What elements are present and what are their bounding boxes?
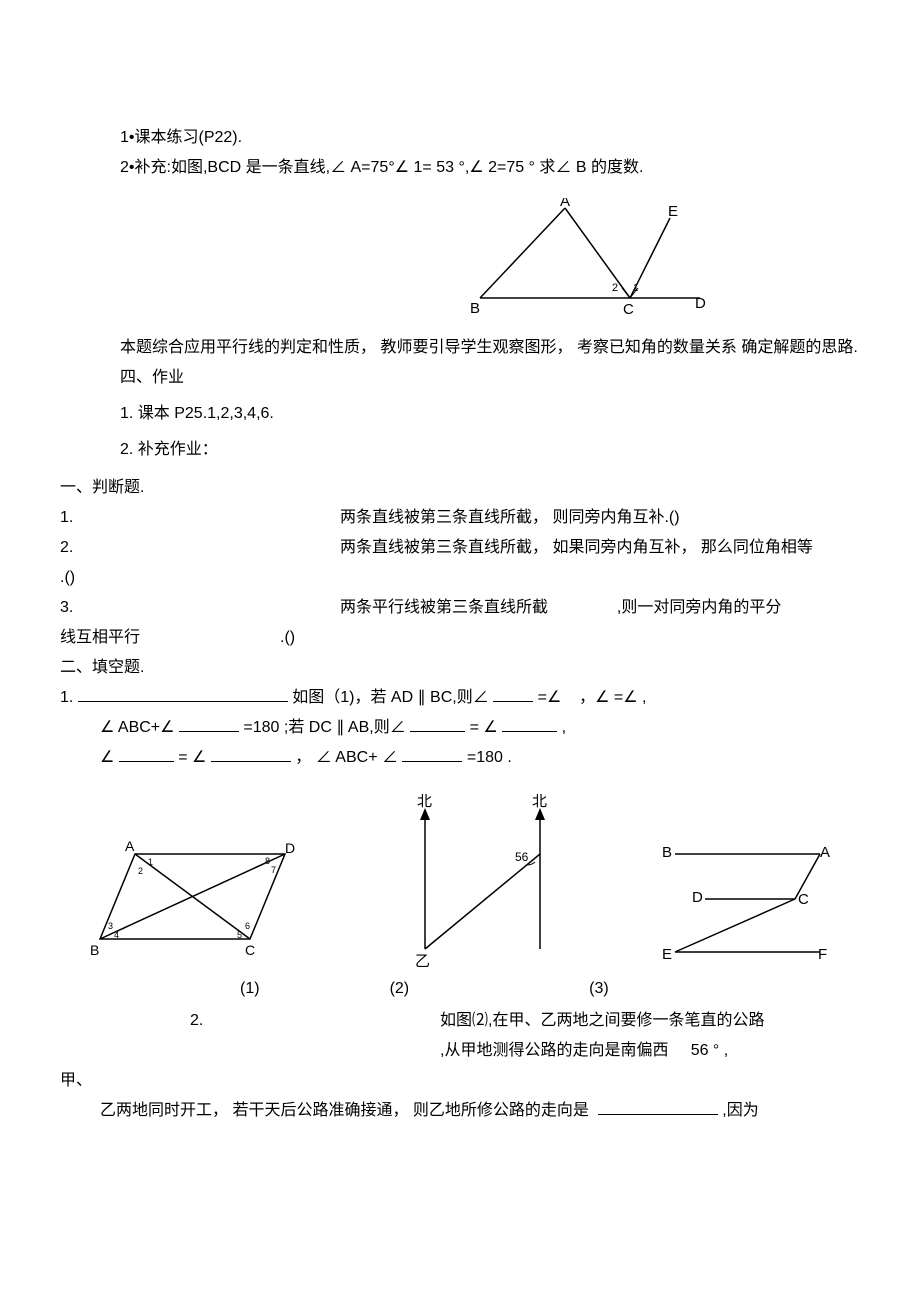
svg-text:北: 北: [532, 794, 547, 810]
blank: [410, 716, 465, 732]
figure-labels: (1) (2) (3): [60, 977, 860, 1001]
blank: [402, 746, 462, 762]
svg-text:B: B: [470, 300, 480, 317]
svg-text:5: 5: [237, 930, 242, 940]
heading-4: 四、作业: [60, 366, 860, 390]
svg-text:4: 4: [114, 930, 119, 940]
b-q1-line1: 1. 如图（1)，若 AD ∥ BC,则∠ =∠ ，∠ =∠ ,: [60, 686, 860, 710]
svg-text:B: B: [662, 844, 672, 861]
a-q2: 2. 两条直线被第三条直线所截， 如果同旁内角互补， 那么同位角相等: [60, 536, 860, 560]
figure-1: A B C D E 2 1: [470, 198, 720, 318]
svg-text:3: 3: [108, 921, 113, 931]
b-q2-tail2: 乙两地同时开工， 若干天后公路准确接通， 则乙地所修公路的走向是 ,因为: [60, 1099, 860, 1123]
ex1-line: 1•课本练习(P22).: [60, 126, 860, 150]
blank: [502, 716, 557, 732]
svg-text:北: 北: [417, 794, 432, 810]
blank: [493, 686, 533, 702]
figure-parallelogram: A B C D 1 2 3 4 5 6 7 8: [90, 839, 320, 969]
svg-text:6: 6: [245, 921, 250, 931]
ex2-line: 2•补充:如图,BCD 是一条直线,∠ A=75°∠ 1= 53 °,∠ 2=7…: [60, 156, 860, 180]
figures-row: A B C D 1 2 3 4 5 6 7 8 北 北 乙 56 A B C D…: [60, 794, 860, 969]
figure-z-shape: A B C D E F: [650, 834, 850, 969]
svg-text:1: 1: [148, 857, 153, 867]
a-q3: 3. 两条平行线被第三条直线所截 ,则一对同旁内角的平分: [60, 596, 860, 620]
note-text: 本题综合应用平行线的判定和性质， 教师要引导学生观察图形， 考察已知角的数量关系…: [60, 336, 860, 360]
svg-text:C: C: [623, 301, 634, 318]
b-q1-line2: ∠ ABC+∠ =180 ;若 DC ∥ AB,则∠ = ∠ ,: [60, 716, 860, 740]
svg-text:E: E: [668, 203, 678, 220]
a-q2-tail: .(): [60, 566, 860, 590]
blank: [598, 1099, 718, 1115]
figure-compass: 北 北 乙 56: [385, 794, 585, 969]
blank: [119, 746, 174, 762]
svg-text:8: 8: [265, 856, 270, 866]
svg-text:56: 56: [515, 850, 529, 864]
figure-1-wrap: A B C D E 2 1: [60, 198, 860, 318]
svg-text:2: 2: [138, 866, 143, 876]
svg-text:A: A: [820, 844, 830, 861]
b-q1-line3: ∠ = ∠ ， ∠ ABC+ ∠ =180 .: [60, 746, 860, 770]
blank: [211, 746, 291, 762]
svg-text:A: A: [560, 198, 570, 210]
svg-text:F: F: [818, 946, 827, 963]
b-q2-line2: ,从甲地测得公路的走向是南偏西 56 ° ,: [60, 1039, 860, 1063]
hw1: 1. 课本 P25.1,2,3,4,6.: [60, 402, 860, 426]
blank: [179, 716, 239, 732]
svg-text:B: B: [90, 942, 99, 958]
a-q3-tail: 线互相平行 .(): [60, 626, 860, 650]
svg-text:D: D: [695, 295, 706, 312]
hw2: 2. 补充作业：: [60, 438, 860, 462]
blank: [78, 686, 288, 702]
svg-text:D: D: [692, 889, 703, 906]
svg-text:A: A: [125, 839, 135, 854]
svg-text:D: D: [285, 840, 295, 856]
a-q1: 1. 两条直线被第三条直线所截， 则同旁内角互补.(): [60, 506, 860, 530]
b-q2-tail1: 甲、: [60, 1069, 860, 1093]
svg-text:E: E: [662, 946, 672, 963]
svg-text:7: 7: [271, 865, 276, 875]
b-q2-line1: 2. 如图⑵,在甲、乙两地之间要修一条笔直的公路: [60, 1009, 860, 1033]
svg-text:C: C: [798, 891, 809, 908]
svg-text:乙: 乙: [415, 953, 430, 969]
svg-text:2: 2: [612, 282, 618, 294]
partA-heading: 一、判断题.: [60, 476, 860, 500]
partB-heading: 二、填空题.: [60, 656, 860, 680]
svg-text:C: C: [245, 942, 255, 958]
